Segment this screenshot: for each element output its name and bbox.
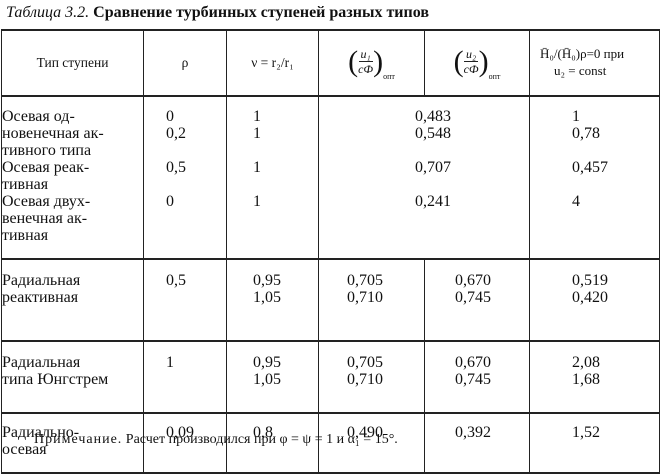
cell-line-ratio: 0,519 — [572, 272, 608, 289]
cell-line-name: Осевая двух- — [2, 193, 91, 210]
cell-line-name: Радиальная — [2, 354, 81, 371]
u2-opt-subscript: опт — [488, 72, 501, 82]
cell-line-name: тивного типа — [2, 142, 92, 159]
cell-line-name: тивная — [2, 176, 49, 193]
cell-line-u2: 0,670 — [455, 272, 491, 289]
header-nu: ν = r₂/r₁ — [226, 29, 319, 97]
cell-line-u1: 0,707 — [415, 159, 451, 176]
cell-line-u1: 0,241 — [415, 193, 451, 210]
group-radial-reactive: Радиальная реактивная 0,5 0,95 1,05 0,705 0… — [1, 259, 660, 342]
cell-u2: 0,670 0,745 — [424, 341, 530, 414]
cell-line-nu: 0,95 — [253, 272, 281, 289]
table-note: Примечание. Расчет производился при φ = … — [34, 432, 398, 448]
header-type: Тип ступени — [1, 29, 144, 97]
cell-line-ratio: 1,52 — [572, 424, 600, 441]
cell-line-name: Осевая реак- — [2, 159, 90, 176]
cell-line-rho: 0 — [166, 193, 174, 210]
cell-ratio: 1,52 — [529, 413, 660, 474]
cell-line-name: Радиальная — [2, 272, 81, 289]
cell-line-name: Радиально- — [2, 424, 80, 441]
cell-line-nu: 1 — [253, 108, 261, 125]
header-ratio: H̄₀/(H̄₀)ρ=0 при u₂ = const — [529, 29, 660, 97]
cell-line-nu: 0,8 — [253, 424, 273, 441]
cell-line-ratio: 0,78 — [572, 125, 600, 142]
u1-opt-subscript: опт — [383, 72, 395, 82]
u2-denominator: cФ — [463, 62, 479, 77]
cell-line-u2: 0,670 — [455, 354, 491, 371]
cell-line-name: осевая — [2, 441, 47, 458]
cell-line-nu: 1 — [253, 125, 261, 142]
cell-line-u1: 0,710 — [347, 289, 383, 306]
cell-line-nu: 0,95 — [253, 354, 281, 371]
cell-nu: 0,95 1,05 — [226, 259, 319, 342]
cell-ratio: 0,519 0,420 — [529, 259, 660, 342]
header-ratio-line2: u₂ = const — [554, 63, 607, 78]
table-title: Сравнение турбинных ступеней разных типо… — [93, 4, 429, 21]
cell-line-u2: 0,392 — [455, 424, 491, 441]
header-rho: ρ — [143, 29, 227, 97]
cell-line-name: Осевая од- — [2, 108, 75, 125]
cell-name: Радиальная типа Юнгстрем — [1, 341, 144, 414]
cell-line-rho: 0,5 — [166, 159, 186, 176]
cell-line-nu: 1,05 — [253, 371, 281, 388]
cell-line-u1: 0,705 — [347, 354, 383, 371]
cell-line-u2: 0,745 — [455, 371, 491, 388]
cell-rho: 1 — [143, 341, 227, 414]
u2-numerator: u₂ — [464, 47, 479, 63]
cell-line-rho: 0,2 — [166, 125, 186, 142]
cell-line-name: венечная ак- — [2, 210, 88, 227]
cell-line-rho: 0,09 — [166, 424, 194, 441]
cell-line-u1: 0,490 — [347, 424, 383, 441]
note-label: Примечание. — [34, 432, 123, 447]
table-caption: Таблица 3.2. Сравнение турбинных ступене… — [6, 4, 429, 22]
cell-line-nu: 1 — [253, 159, 261, 176]
cell-line-ratio: 0,420 — [572, 289, 608, 306]
group-ljungstrom: Радиальная типа Юнгстрем 1 0,95 1,05 0,705… — [1, 341, 660, 414]
cell-line-ratio: 1 — [572, 108, 580, 125]
cell-u1: 0,483 0,548 0,707 0,241 — [318, 96, 530, 260]
cell-line-ratio: 0,457 — [572, 159, 608, 176]
cell-line-name: типа Юнгстрем — [2, 371, 109, 388]
cell-name: Осевая од-новенечная ак-тивного типа Осев… — [1, 96, 144, 260]
cell-ratio: 2,08 1,68 — [529, 341, 660, 414]
header-u2: (u₂ cФ)опт — [424, 29, 530, 97]
cell-line-rho: 1 — [166, 354, 174, 371]
cell-line-u2: 0,745 — [455, 289, 491, 306]
cell-line-u1: 0,483 — [415, 108, 451, 125]
cell-line-u1: 0,548 — [415, 125, 451, 142]
cell-line-name: реактивная — [2, 289, 79, 306]
comparison-table: Тип ступени ρ ν = r₂/r₁ (u₁ cФ)опт (u₂ cФ)… — [1, 29, 660, 474]
table-number: Таблица 3.2. — [6, 4, 90, 21]
header-u1: (u₁ cФ)опт — [318, 29, 425, 97]
header-ratio-line1: H̄₀/(H̄₀)ρ=0 при — [540, 46, 625, 62]
header-row: Тип ступени ρ ν = r₂/r₁ (u₁ cФ)опт (u₂ cФ)… — [1, 29, 660, 97]
cell-line-u1: 0,705 — [347, 272, 383, 289]
cell-u2: 0,392 — [424, 413, 530, 474]
cell-line-name: тивная — [2, 227, 49, 244]
cell-line-ratio: 4 — [572, 193, 580, 210]
cell-u1: 0,705 0,710 — [318, 259, 425, 342]
cell-line-u1: 0,710 — [347, 371, 383, 388]
cell-line-name: новенечная ак- — [2, 125, 104, 142]
u1-numerator: u₁ — [358, 47, 373, 63]
cell-line-ratio: 1,68 — [572, 371, 600, 388]
cell-u2: 0,670 0,745 — [424, 259, 530, 342]
cell-name: Радиальная реактивная — [1, 259, 144, 342]
group-axial: Осевая од-новенечная ак-тивного типа Осев… — [1, 96, 660, 260]
note-text: Расчет производился при φ = ψ = 1 и α₁ =… — [125, 432, 398, 447]
cell-line-ratio: 2,08 — [572, 354, 600, 371]
cell-line-nu: 1,05 — [253, 289, 281, 306]
cell-rho: 0,5 — [143, 259, 227, 342]
cell-rho: 0 0,2 0,5 0 — [143, 96, 227, 260]
cell-line-rho: 0 — [166, 108, 174, 125]
u1-denominator: cФ — [358, 62, 374, 77]
cell-line-rho: 0,5 — [166, 272, 186, 289]
cell-nu: 0,95 1,05 — [226, 341, 319, 414]
cell-line-nu: 1 — [253, 193, 261, 210]
cell-ratio: 1 0,78 0,457 4 — [529, 96, 660, 260]
cell-u1: 0,705 0,710 — [318, 341, 425, 414]
